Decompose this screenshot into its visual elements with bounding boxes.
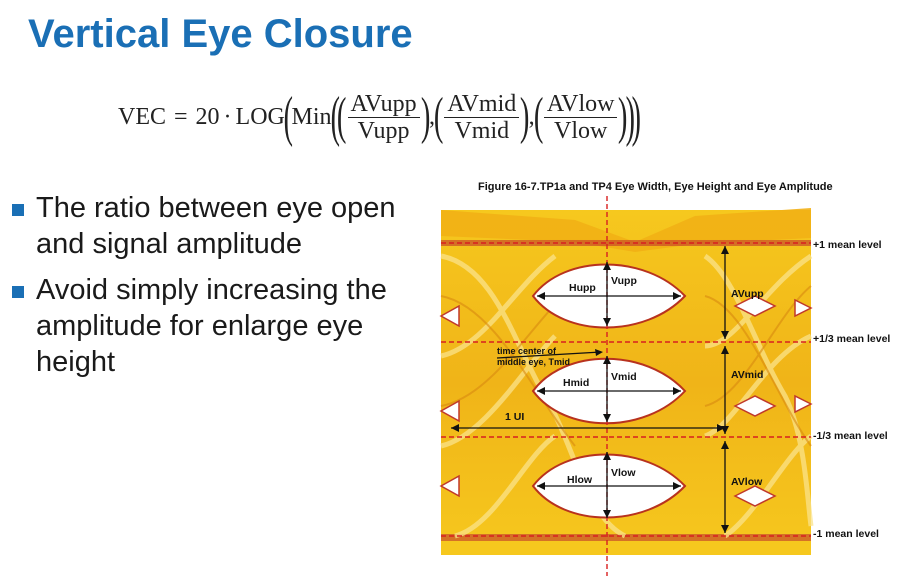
measurement-arrows <box>451 246 726 533</box>
arrow-heads <box>451 246 729 533</box>
bullet-square-icon <box>12 204 24 216</box>
formula-coefficient: 20 <box>195 103 220 130</box>
avmid-label: AVmid <box>731 369 763 381</box>
hlow-label: Hlow <box>567 474 593 486</box>
eye-diagram: Hupp Vupp Hmid Vmid Hlow Vlow AVupp AVmi… <box>439 196 890 576</box>
bullet-item: Avoid simply increasing the amplitude fo… <box>6 272 426 380</box>
formula-equals: = <box>174 103 188 130</box>
formula-log: LOG <box>235 103 285 130</box>
formula-min: Min <box>291 103 332 130</box>
formula-term-upp: AVupp Vupp <box>347 91 420 144</box>
vupp-label: Vupp <box>611 275 637 287</box>
level-minus-third: -1/3 mean level <box>813 430 888 442</box>
bullet-list: The ratio between eye open and signal am… <box>6 190 426 390</box>
vec-formula: VEC = 20 · LOG ( Min (( AVupp Vupp ), ( … <box>118 86 642 148</box>
side-openings <box>439 295 813 507</box>
bullet-square-icon <box>12 286 24 298</box>
avlow-label: AVlow <box>731 476 763 488</box>
vmid-label: Vmid <box>611 371 637 383</box>
tmid-label-line1: time center of <box>497 346 557 356</box>
avupp-label: AVupp <box>731 288 764 300</box>
bullet-text: Avoid simply increasing the amplitude fo… <box>36 274 387 378</box>
figure-caption: Figure 16-7.TP1a and TP4 Eye Width, Eye … <box>478 181 833 193</box>
hmid-label: Hmid <box>563 377 589 389</box>
vlow-label: Vlow <box>611 467 636 479</box>
tmid-label-line2: middle eye, Tmid <box>497 357 570 367</box>
formula-lhs: VEC <box>118 103 166 130</box>
bullet-item: The ratio between eye open and signal am… <box>6 190 426 262</box>
hupp-label: Hupp <box>569 282 596 294</box>
slide-title: Vertical Eye Closure <box>28 12 413 56</box>
level-minus-one: -1 mean level <box>813 528 879 540</box>
one-ui-label: 1 UI <box>505 411 524 423</box>
level-plus-one: +1 mean level <box>813 239 882 251</box>
formula-dot: · <box>223 103 232 130</box>
formula-term-low: AVlow Vlow <box>543 91 618 144</box>
bullet-text: The ratio between eye open and signal am… <box>36 192 396 260</box>
formula-term-mid: AVmid Vmid <box>444 91 520 144</box>
level-plus-third: +1/3 mean level <box>813 333 890 345</box>
